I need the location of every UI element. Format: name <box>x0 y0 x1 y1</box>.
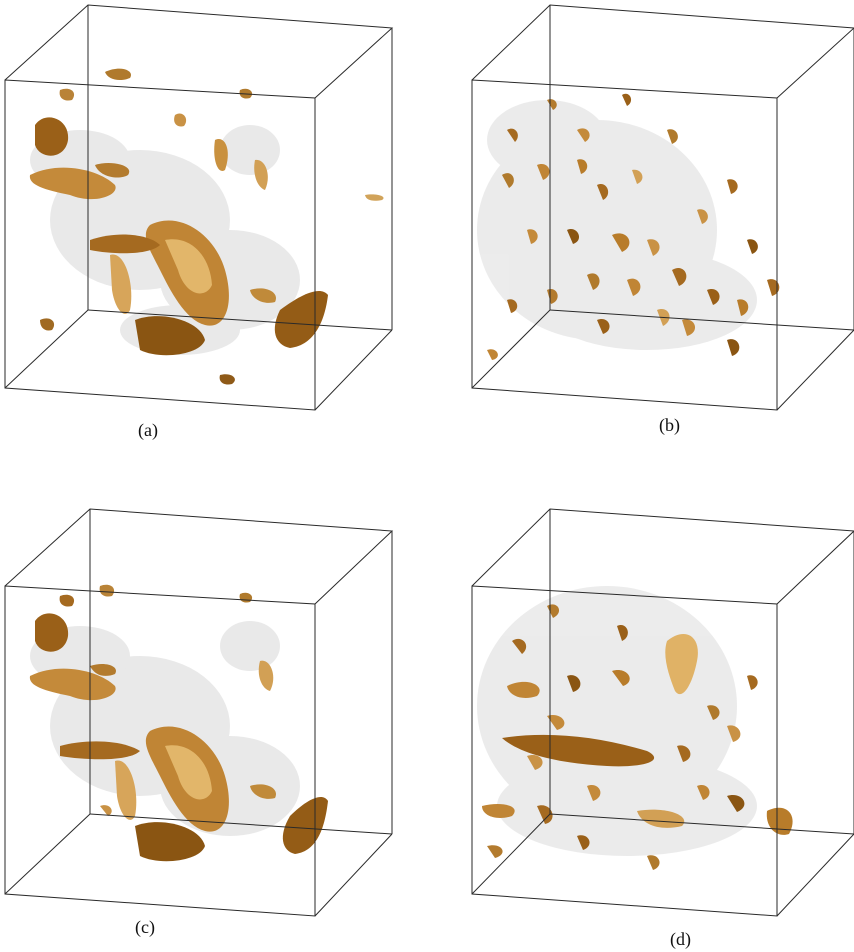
panel-label-c: (c) <box>135 917 155 937</box>
panel-label-d: (d) <box>670 929 691 949</box>
bounding-box-a <box>4 4 394 411</box>
bounding-box-b <box>471 4 854 411</box>
haze-d <box>477 586 757 856</box>
isosurface-plot-b <box>471 4 854 411</box>
panel-d: (d) <box>427 476 854 952</box>
isosurface-blobs-a <box>29 68 384 385</box>
panel-label-b: (b) <box>659 415 680 435</box>
panel-label-a: (a) <box>138 420 158 440</box>
isosurface-plot-c <box>4 508 394 917</box>
isosurface-blobs-b <box>487 93 780 360</box>
panel-c: (c) <box>0 476 427 952</box>
panel-a: (a) <box>0 0 427 476</box>
isosurface-plot-a <box>4 4 394 411</box>
panel-b: (b) <box>427 0 854 476</box>
bounding-box-c <box>4 508 394 917</box>
haze-b <box>477 100 757 350</box>
isosurface-plot-d <box>471 508 854 917</box>
isosurface-blobs-d <box>482 604 793 870</box>
bounding-box-d <box>471 508 854 917</box>
isosurface-blobs-c <box>29 584 328 862</box>
